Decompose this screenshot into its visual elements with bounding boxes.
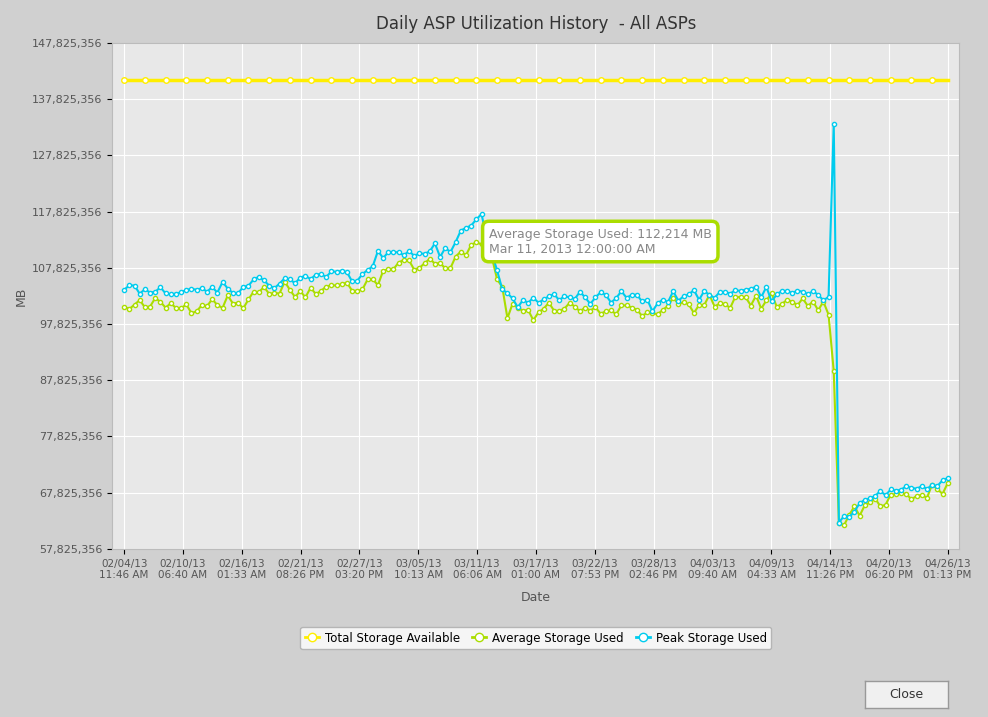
Y-axis label: MB: MB [15, 286, 28, 305]
Title: Daily ASP Utilization History  - All ASPs: Daily ASP Utilization History - All ASPs [375, 15, 697, 33]
Text: Close: Close [889, 688, 924, 701]
X-axis label: Date: Date [521, 592, 551, 604]
Legend: Total Storage Available, Average Storage Used, Peak Storage Used: Total Storage Available, Average Storage… [300, 627, 772, 650]
Text: Average Storage Used: 112,214 MB
Mar 11, 2013 12:00:00 AM: Average Storage Used: 112,214 MB Mar 11,… [489, 227, 711, 255]
